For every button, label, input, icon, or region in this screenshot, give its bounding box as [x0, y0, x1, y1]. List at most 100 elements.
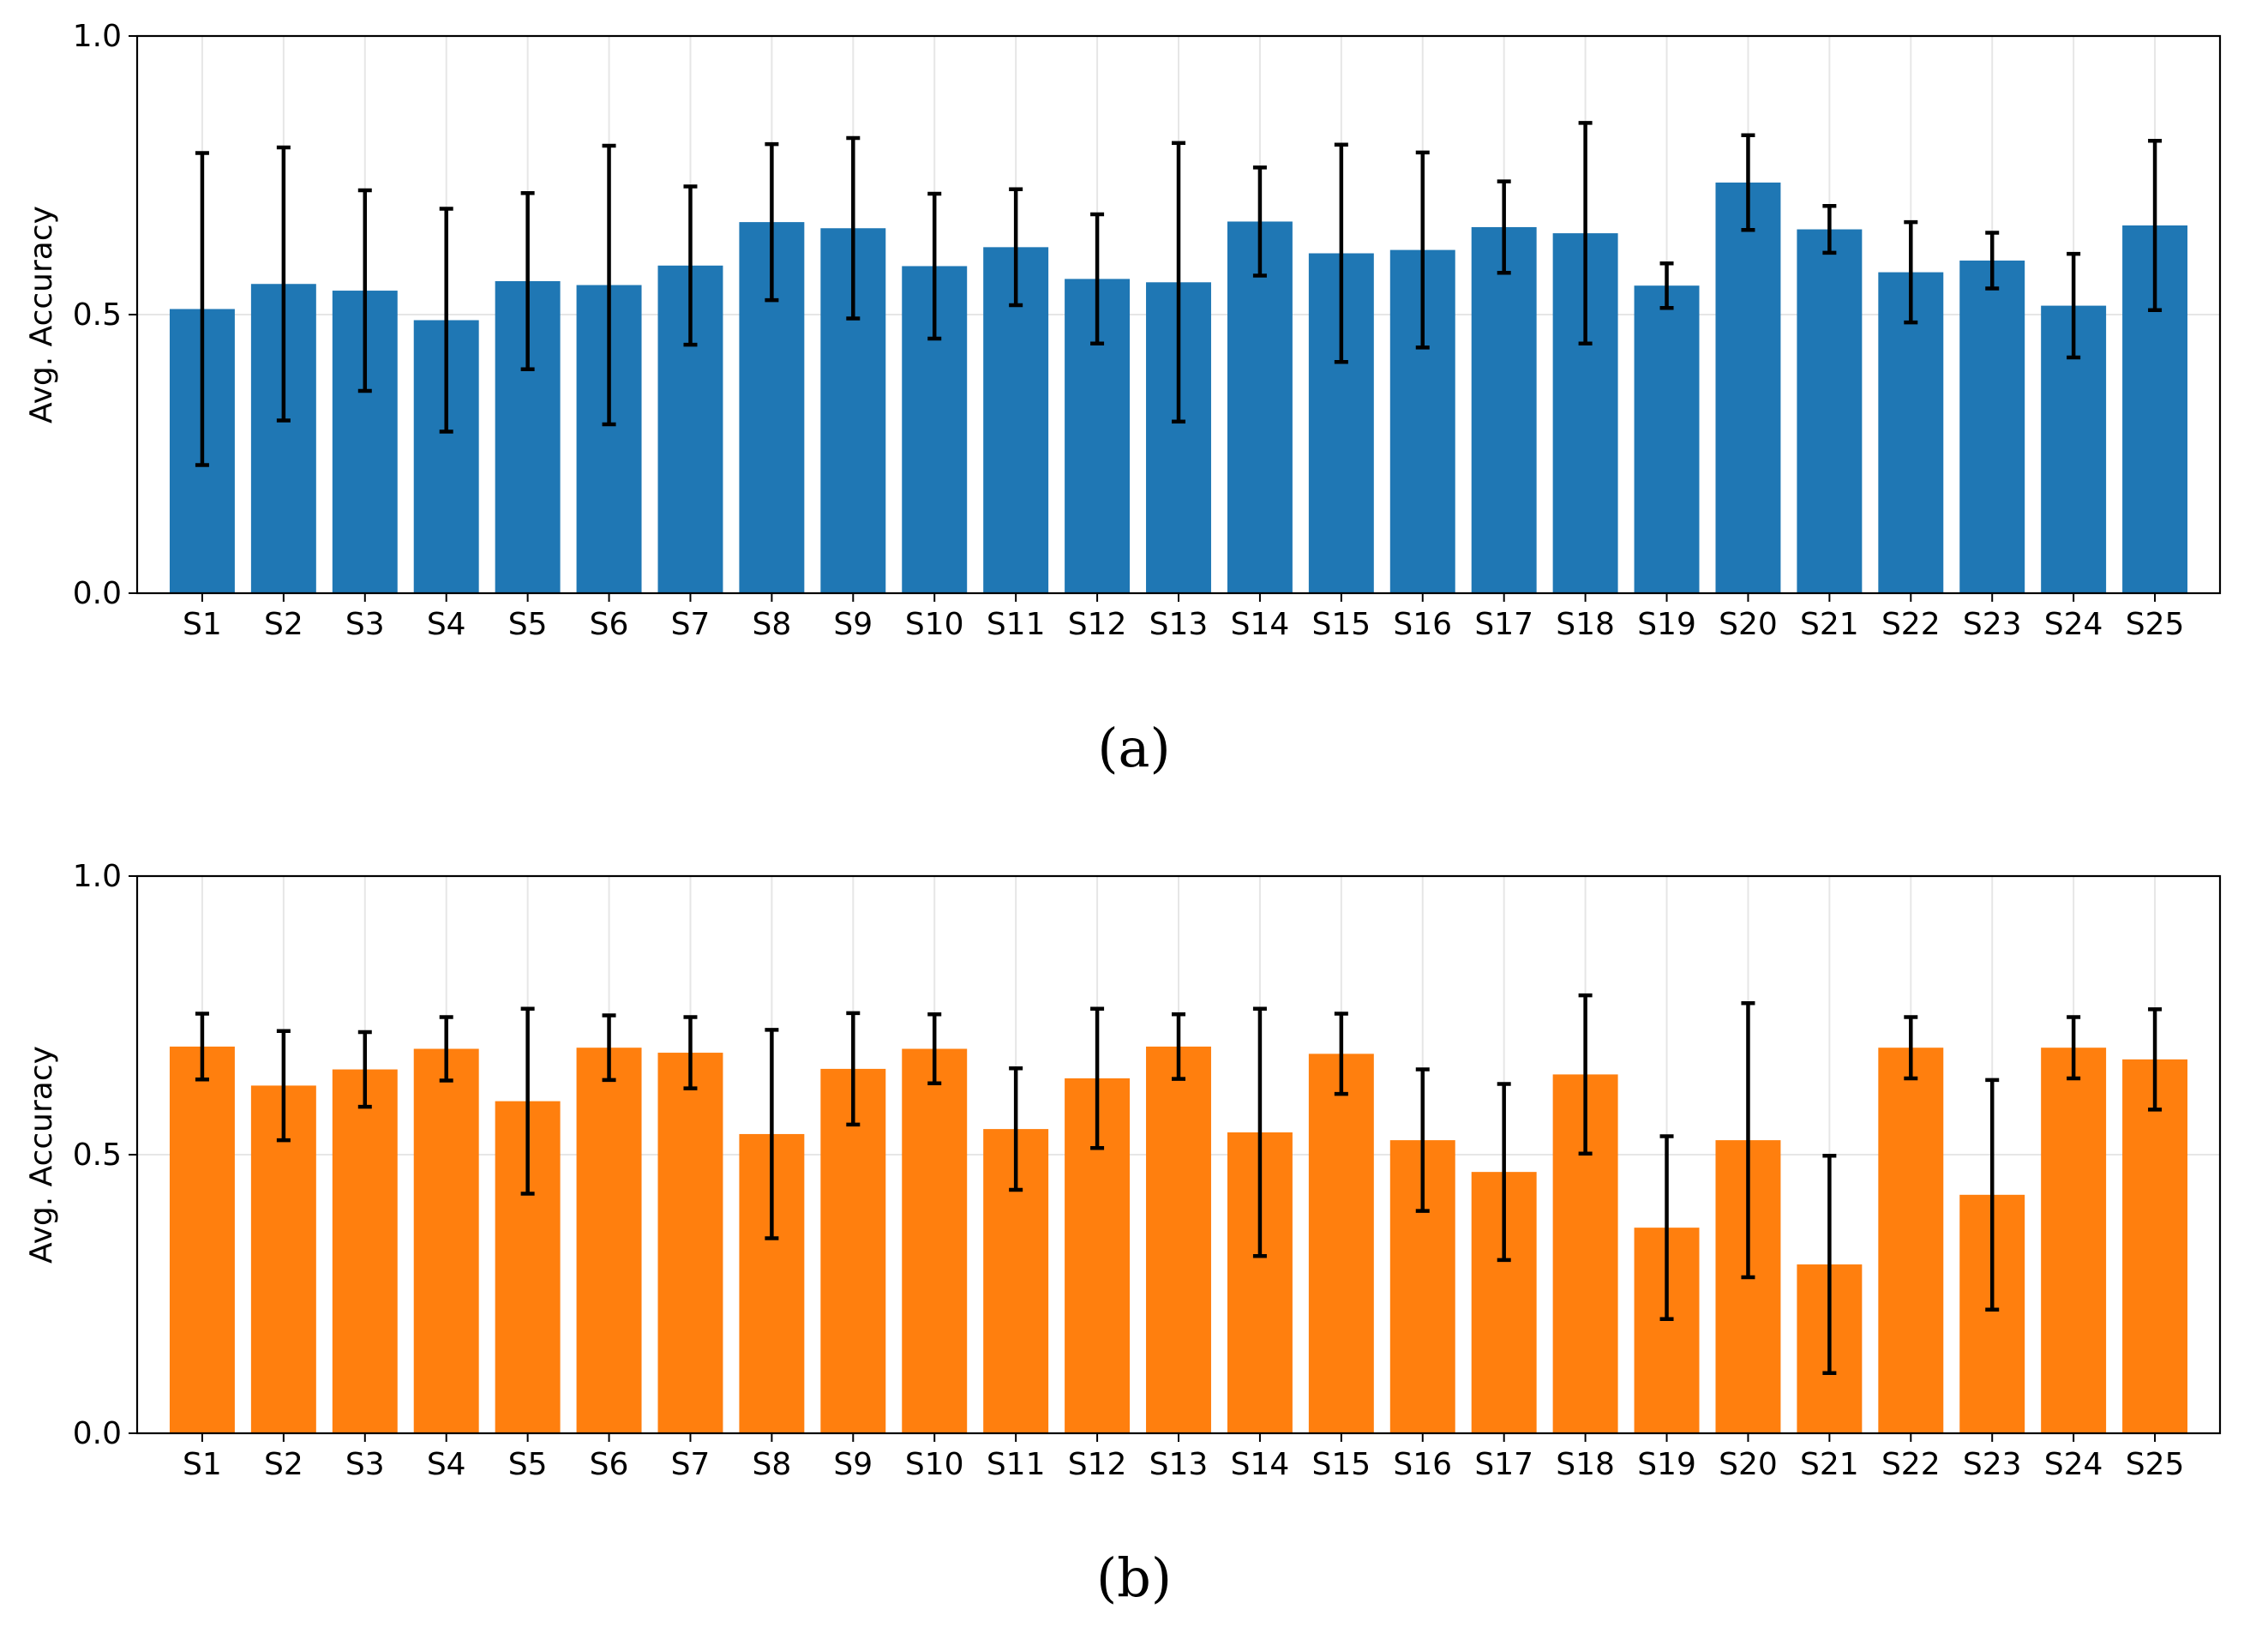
bar-S17	[1471, 226, 1537, 593]
x-tick-label: S22	[1881, 1447, 1941, 1482]
bar-S22	[1878, 272, 1944, 593]
y-tick-label: 0.0	[73, 576, 122, 611]
error-bar-S11	[1009, 187, 1023, 308]
bar-S9	[820, 1068, 886, 1433]
error-bar-S24	[2067, 251, 2081, 360]
x-tick-label: S9	[833, 607, 873, 642]
error-bar-S1	[195, 1012, 209, 1082]
x-tick-label: S16	[1393, 607, 1452, 642]
x-tick-label: S23	[1963, 607, 2022, 642]
error-bar-S4	[439, 207, 453, 434]
x-tick-label: S15	[1312, 1447, 1371, 1482]
x-tick-label: S23	[1963, 1447, 2022, 1482]
error-bar-S21	[1822, 204, 1837, 255]
bar-S2	[250, 1085, 316, 1433]
error-bar-S24	[2067, 1015, 2081, 1081]
bar-S1	[169, 1046, 235, 1433]
x-tick-label: S13	[1149, 607, 1209, 642]
bar-S22	[1878, 1048, 1944, 1433]
error-bar-S14	[1252, 1006, 1267, 1258]
error-bar-S13	[1172, 1012, 1185, 1081]
y-axis-label: Avg. Accuracy	[24, 1046, 59, 1264]
x-tick-label: S6	[590, 607, 629, 642]
panel-label-a: (a)	[1097, 717, 1171, 779]
x-tick-label: S8	[753, 1447, 792, 1482]
x-tick-label: S21	[1800, 1447, 1859, 1482]
bar-chart-b: 0.0 0.5 1.0 S1 S2 S3 S4 S5 S6 S7 S8 S9 S10 S11 S12 S13 S…	[24, 859, 2222, 1482]
error-bar-S8	[765, 1028, 779, 1240]
error-bar-S17	[1497, 1082, 1511, 1263]
error-bar-S6	[602, 1013, 616, 1083]
panel-label-b: (b)	[1095, 1546, 1173, 1609]
x-tick-label: S24	[2044, 1447, 2103, 1482]
error-bar-S1	[195, 151, 209, 467]
error-bar-S13	[1172, 141, 1185, 424]
x-tick-label: S17	[1474, 607, 1533, 642]
x-tick-label: S3	[345, 607, 385, 642]
chart-panel-b: 0.0 0.5 1.0 S1 S2 S3 S4 S5 S6 S7 S8 S9 S10 S11 S12 S13 S…	[0, 840, 2268, 1645]
bar-S6	[576, 1048, 642, 1433]
error-bar-S11	[1009, 1066, 1023, 1192]
error-bar-S15	[1334, 142, 1348, 364]
error-bar-S2	[276, 145, 291, 423]
x-tick-label: S19	[1637, 607, 1696, 642]
error-bar-S22	[1904, 219, 1918, 325]
y-tick-label: 1.0	[73, 859, 122, 894]
error-bar-S8	[765, 141, 779, 303]
bar-S25	[2122, 1059, 2188, 1433]
error-bar-S5	[520, 191, 535, 371]
x-tick-label: S5	[508, 607, 548, 642]
x-tick-label: S7	[671, 1447, 711, 1482]
error-bar-S7	[683, 1015, 698, 1090]
error-bar-S19	[1659, 1134, 1674, 1321]
y-tick-label: 0.5	[73, 1138, 122, 1173]
error-bar-S12	[1090, 212, 1105, 346]
error-bar-S12	[1090, 1006, 1105, 1150]
x-tick-label: S20	[1719, 607, 1778, 642]
error-bar-S22	[1904, 1015, 1918, 1081]
bar-S24	[2041, 1048, 2107, 1433]
x-tick-label: S2	[264, 607, 303, 642]
x-tick-label: S24	[2044, 607, 2103, 642]
x-tick-label: S10	[905, 607, 964, 642]
x-tick-label: S5	[508, 1447, 548, 1482]
error-bar-S9	[846, 135, 861, 321]
error-bar-S25	[2148, 1007, 2163, 1112]
error-bar-S19	[1659, 261, 1674, 310]
x-tick-label: S19	[1637, 1447, 1696, 1482]
y-tick-label: 1.0	[73, 19, 122, 54]
bar-S14	[1227, 221, 1293, 593]
chart-panel-a: 0.0 0.5 1.0 S1 S2 S3 S4 S5 S6 S7 S8 S9 S10 S11 S12 S13 S…	[24, 19, 2222, 779]
x-tick-label: S22	[1881, 607, 1941, 642]
error-bar-S16	[1415, 1067, 1430, 1213]
x-tick-label: S8	[753, 607, 792, 642]
error-bar-S17	[1497, 179, 1511, 275]
error-bar-S15	[1334, 1012, 1348, 1096]
x-tick-label: S15	[1312, 607, 1371, 642]
bar-S13	[1146, 1046, 1211, 1433]
x-tick-label: S1	[183, 607, 222, 642]
x-tick-label: S3	[345, 1447, 385, 1482]
x-tick-label: S25	[2126, 607, 2185, 642]
x-tick-label: S4	[427, 1447, 466, 1482]
bar-S4	[413, 1048, 479, 1433]
error-bar-S5	[520, 1006, 535, 1196]
error-bar-S18	[1578, 993, 1593, 1156]
x-tick-label: S7	[671, 607, 711, 642]
y-axis-label: Avg. Accuracy	[24, 206, 59, 423]
x-tick-label: S4	[427, 607, 466, 642]
x-tick-label: S2	[264, 1447, 303, 1482]
error-bar-S10	[927, 191, 942, 341]
bar-S15	[1308, 1054, 1374, 1433]
x-tick-label: S13	[1149, 1447, 1209, 1482]
error-bar-S23	[1985, 1078, 2000, 1312]
error-bar-S3	[357, 1030, 372, 1109]
x-tick-label: S25	[2126, 1447, 2185, 1482]
bar-S10	[902, 1048, 968, 1433]
x-tick-label: S10	[905, 1447, 964, 1482]
error-bar-S14	[1252, 165, 1267, 278]
error-bar-S4	[439, 1015, 453, 1083]
x-tick-label: S18	[1556, 607, 1615, 642]
error-bar-S7	[683, 184, 698, 347]
error-bar-S10	[927, 1012, 942, 1086]
